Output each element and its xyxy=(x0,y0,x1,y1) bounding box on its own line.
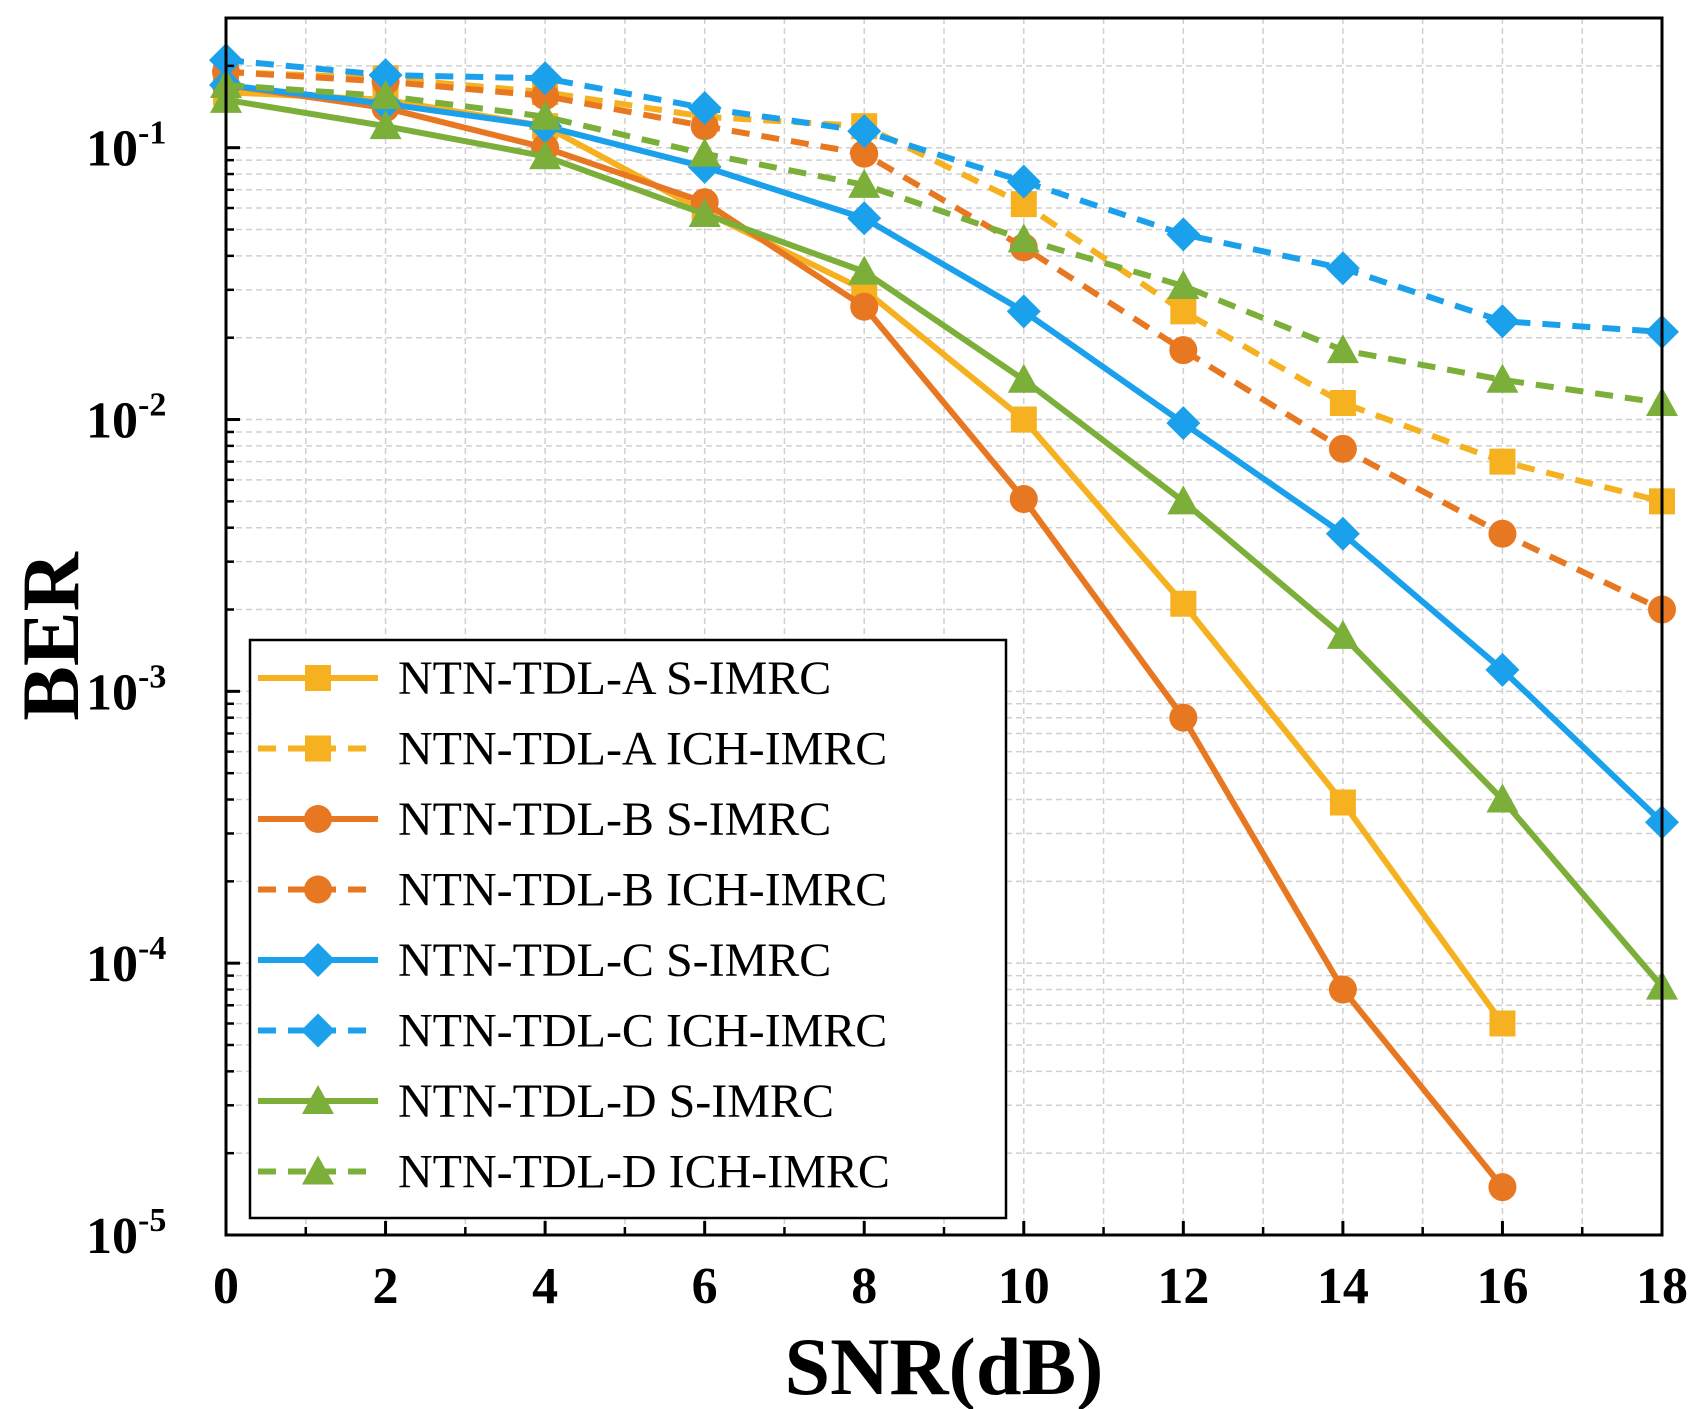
data-point xyxy=(1325,516,1360,551)
data-point xyxy=(1006,164,1041,199)
data-point xyxy=(850,139,879,168)
series-line xyxy=(225,96,1665,989)
legend-swatch-marker xyxy=(301,1013,335,1048)
data-point xyxy=(1329,390,1356,417)
legend-label: NTN-TDL-A ICH-IMRC xyxy=(398,723,887,776)
legend-swatch-marker xyxy=(305,665,331,691)
data-point xyxy=(1329,789,1356,816)
data-point xyxy=(1007,363,1040,393)
data-point xyxy=(1169,336,1198,365)
data-point xyxy=(687,90,722,125)
data-point xyxy=(847,114,882,149)
y-tick-label: 10-1 xyxy=(86,115,166,178)
series-lines xyxy=(209,43,1679,1202)
data-point xyxy=(369,79,402,109)
legend-label: NTN-TDL-B ICH-IMRC xyxy=(398,864,887,917)
x-tick-label: 2 xyxy=(373,1258,399,1315)
legend-swatch-marker xyxy=(304,805,332,833)
x-tick-label: 10 xyxy=(998,1258,1050,1315)
data-point xyxy=(1006,294,1041,329)
y-tick-label: 10-4 xyxy=(86,930,166,993)
data-point xyxy=(850,292,879,321)
series-line xyxy=(225,82,1665,825)
data-point xyxy=(1010,406,1037,433)
data-point xyxy=(1166,217,1201,252)
data-point xyxy=(1169,703,1198,732)
x-tick-label: 18 xyxy=(1636,1258,1688,1315)
data-point xyxy=(528,61,563,96)
x-tick-label: 14 xyxy=(1317,1258,1369,1315)
series-ntn-tdl-d-s-imrc xyxy=(210,83,1678,1000)
legend-label: NTN-TDL-D ICH-IMRC xyxy=(398,1146,890,1199)
data-point xyxy=(1170,590,1197,617)
data-point xyxy=(1170,298,1197,325)
data-point xyxy=(848,168,881,198)
data-point xyxy=(1009,485,1038,514)
data-point xyxy=(529,140,562,170)
legend-swatch-marker xyxy=(304,875,332,904)
data-point xyxy=(1489,448,1516,475)
data-point xyxy=(369,110,402,140)
data-point xyxy=(1485,652,1520,687)
data-point xyxy=(1167,269,1200,299)
data-point xyxy=(1488,519,1517,548)
data-point xyxy=(1485,304,1520,339)
data-point xyxy=(529,100,562,130)
y-tick-label: 10-3 xyxy=(86,658,166,721)
series-line xyxy=(225,68,1663,505)
series-line xyxy=(225,68,1664,613)
legend-swatch-marker xyxy=(302,1155,334,1185)
x-tick-label: 4 xyxy=(532,1258,558,1315)
data-point xyxy=(1328,975,1357,1004)
legend-swatch-marker xyxy=(302,1085,334,1114)
data-point xyxy=(848,255,881,285)
y-tick-label: 10-2 xyxy=(86,387,166,450)
x-tick-label: 6 xyxy=(692,1258,718,1315)
x-tick-label: 0 xyxy=(213,1258,239,1315)
legend-label: NTN-TDL-B S-IMRC xyxy=(398,793,831,846)
data-point xyxy=(847,201,882,236)
data-point xyxy=(1007,223,1040,253)
series-ntn-tdl-a-ich-imrc xyxy=(213,58,1675,515)
data-point xyxy=(1489,1010,1516,1037)
data-point xyxy=(1325,251,1360,286)
data-point xyxy=(1486,363,1519,393)
data-point xyxy=(531,81,560,110)
data-point xyxy=(1488,1173,1517,1202)
axis-ticks: 0 2 4 6 8 10 12 14 16 18 10-1 10-2 10-3 10-4 10-5 xyxy=(86,64,1688,1315)
legend-box xyxy=(248,638,1008,1220)
legend-label: NTN-TDL-C ICH-IMRC xyxy=(398,1005,887,1058)
data-point xyxy=(1166,406,1201,441)
data-point xyxy=(1328,434,1357,463)
y-tick-label: 10-5 xyxy=(86,1202,166,1265)
legend-swatch-marker xyxy=(301,943,335,977)
data-point xyxy=(690,112,719,141)
data-point xyxy=(1486,783,1519,813)
series-ntn-tdl-c-ich-imrc xyxy=(209,43,1679,349)
x-axis-title: SNR(dB) xyxy=(785,1321,1104,1409)
data-point xyxy=(688,198,721,228)
series-line xyxy=(225,57,1663,335)
y-axis-title: BER xyxy=(5,551,96,720)
x-tick-label: 12 xyxy=(1157,1258,1209,1315)
legend: NTN-TDL-A S-IMRC NTN-TDL-A ICH-IMRC NTN-TD… xyxy=(248,638,1008,1220)
series-ntn-tdl-d-ich-imrc xyxy=(210,69,1678,417)
legend-label: NTN-TDL-A S-IMRC xyxy=(398,652,831,705)
x-tick-label: 8 xyxy=(851,1258,877,1315)
data-point xyxy=(1326,619,1359,649)
data-point xyxy=(368,58,403,93)
legend-label: NTN-TDL-C S-IMRC xyxy=(398,934,831,987)
legend-label: NTN-TDL-D S-IMRC xyxy=(398,1075,834,1128)
series-line xyxy=(225,82,1663,406)
data-point xyxy=(688,137,721,167)
data-point xyxy=(1167,485,1200,515)
x-tick-label: 16 xyxy=(1476,1258,1528,1315)
legend-swatch-marker xyxy=(305,735,331,762)
data-point xyxy=(1326,334,1359,364)
